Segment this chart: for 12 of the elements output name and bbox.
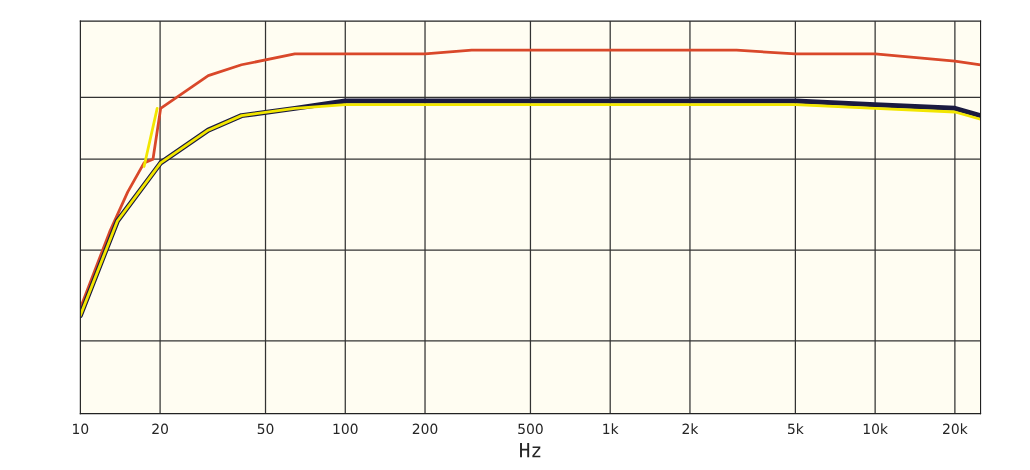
x-tick-label: 10k (863, 423, 888, 435)
x-tick-label: 500 (518, 423, 543, 435)
x-tick-label: 100 (333, 423, 358, 435)
x-tick-label: 5k (788, 423, 804, 435)
x-tick-label: 200 (412, 423, 438, 435)
x-tick-label: 10 (73, 423, 89, 435)
x-axis-title: Hz (520, 443, 541, 458)
x-tick-label: 50 (257, 423, 274, 435)
x-tick-label: 20 (152, 423, 169, 435)
x-tick-label: 1k (603, 423, 619, 434)
x-tick-label: 2k (682, 423, 699, 434)
x-tick-label: 20k (943, 423, 968, 435)
